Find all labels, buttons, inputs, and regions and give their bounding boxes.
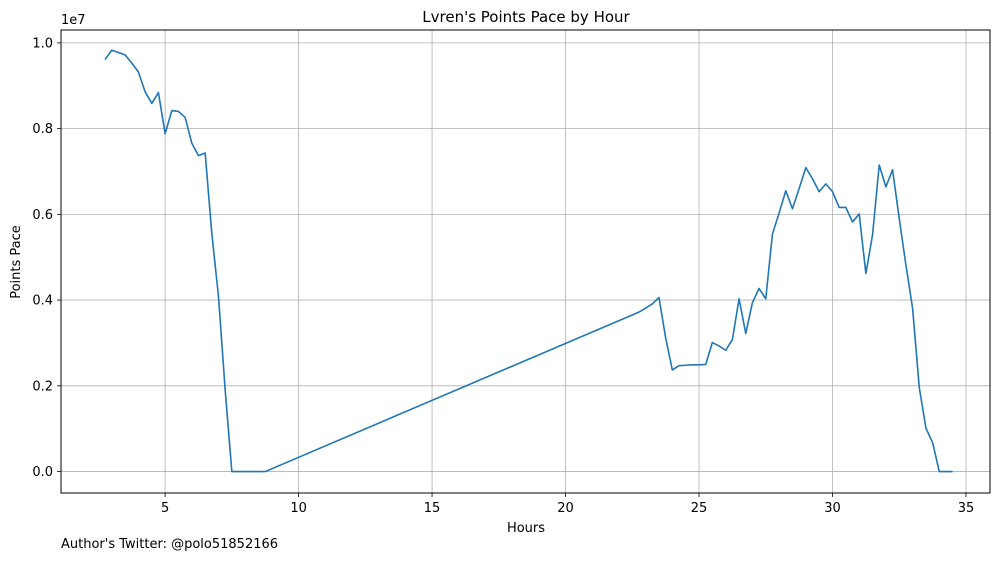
y-tick-label: 1.0 bbox=[32, 36, 53, 51]
y-tick-label: 0.2 bbox=[32, 379, 53, 394]
author-twitter-note: Author's Twitter: @polo51852166 bbox=[61, 537, 279, 552]
series-line bbox=[104, 49, 953, 473]
x-tick-label: 20 bbox=[557, 501, 574, 516]
ticks: 5 10 15 20 25 30 35 0.0 0.2 0.4 0.6 0.8 1.0 bbox=[32, 36, 974, 516]
y-tick-label: 0.8 bbox=[32, 122, 53, 137]
y-tick-label: 0.0 bbox=[32, 465, 53, 480]
y-tick-label: 0.4 bbox=[32, 294, 53, 309]
x-axis-label: Hours bbox=[507, 521, 545, 536]
x-tick-label: 30 bbox=[824, 501, 841, 516]
plot-frame bbox=[60, 29, 991, 494]
y-offset-label: 1e7 bbox=[61, 13, 86, 28]
series-layer bbox=[104, 49, 953, 473]
x-tick-label: 35 bbox=[958, 501, 975, 516]
y-tick-label: 0.6 bbox=[32, 208, 53, 223]
grid bbox=[61, 30, 990, 493]
x-tick-label: 5 bbox=[161, 501, 169, 516]
x-tick-label: 25 bbox=[691, 501, 708, 516]
x-tick-label: 15 bbox=[424, 501, 441, 516]
chart-title: Lvren's Points Pace by Hour bbox=[422, 8, 630, 26]
x-tick-label: 10 bbox=[290, 501, 307, 516]
y-axis-label: Points Pace bbox=[9, 225, 24, 299]
